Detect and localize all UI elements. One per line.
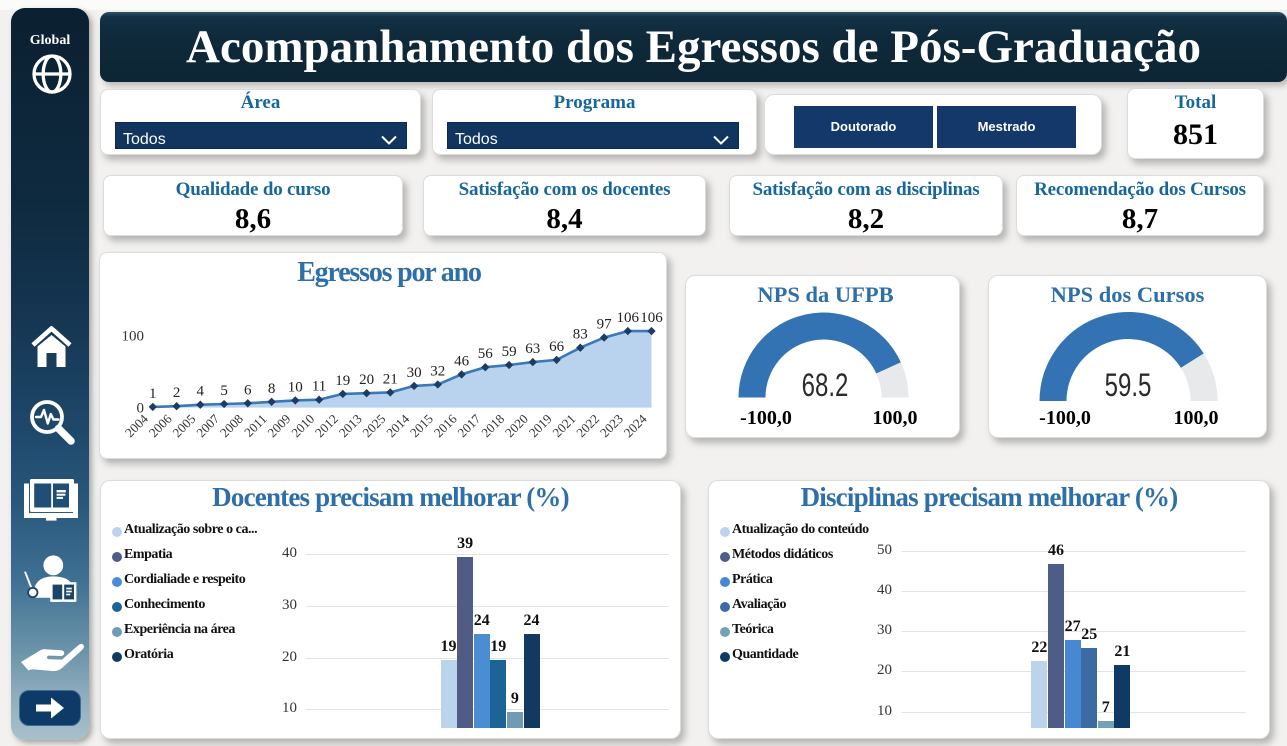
svg-text:66: 66: [549, 339, 565, 355]
svg-text:21: 21: [383, 371, 398, 387]
svg-text:5: 5: [220, 383, 228, 399]
svg-text:2018: 2018: [478, 411, 507, 440]
svg-text:1: 1: [149, 386, 157, 402]
svg-text:2008: 2008: [217, 411, 246, 440]
svg-text:0: 0: [137, 401, 145, 417]
svg-text:32: 32: [430, 364, 445, 380]
svg-text:20: 20: [359, 372, 374, 388]
svg-text:2021: 2021: [549, 411, 578, 440]
svg-text:2010: 2010: [288, 411, 317, 440]
svg-text:11: 11: [312, 379, 326, 395]
svg-text:2020: 2020: [502, 411, 531, 440]
svg-text:2009: 2009: [264, 411, 293, 440]
svg-text:2007: 2007: [193, 411, 222, 440]
svg-text:97: 97: [597, 317, 613, 333]
svg-text:2005: 2005: [169, 411, 198, 440]
svg-text:106: 106: [617, 310, 640, 326]
svg-text:2024: 2024: [621, 411, 650, 440]
svg-text:63: 63: [525, 341, 540, 357]
svg-text:2025: 2025: [359, 411, 388, 440]
svg-text:2006: 2006: [146, 411, 175, 440]
svg-text:2023: 2023: [597, 411, 626, 440]
svg-text:8: 8: [268, 381, 276, 397]
svg-text:2019: 2019: [526, 411, 555, 440]
svg-text:2012: 2012: [312, 411, 341, 440]
svg-text:6: 6: [244, 382, 252, 398]
svg-text:2014: 2014: [383, 411, 412, 440]
svg-text:56: 56: [478, 346, 494, 362]
svg-text:2015: 2015: [407, 411, 436, 440]
svg-text:2017: 2017: [454, 411, 483, 440]
svg-text:83: 83: [573, 327, 588, 343]
svg-text:2: 2: [173, 385, 181, 401]
svg-text:100: 100: [122, 328, 145, 344]
svg-text:59: 59: [502, 344, 517, 360]
svg-text:19: 19: [335, 373, 350, 389]
svg-text:46: 46: [454, 353, 470, 369]
svg-text:2016: 2016: [431, 411, 460, 440]
svg-text:10: 10: [288, 379, 303, 395]
svg-text:106: 106: [640, 310, 663, 326]
svg-text:30: 30: [407, 365, 422, 381]
svg-text:2013: 2013: [336, 411, 365, 440]
svg-text:2022: 2022: [573, 411, 602, 440]
svg-text:2011: 2011: [241, 411, 270, 440]
svg-text:4: 4: [197, 384, 205, 400]
